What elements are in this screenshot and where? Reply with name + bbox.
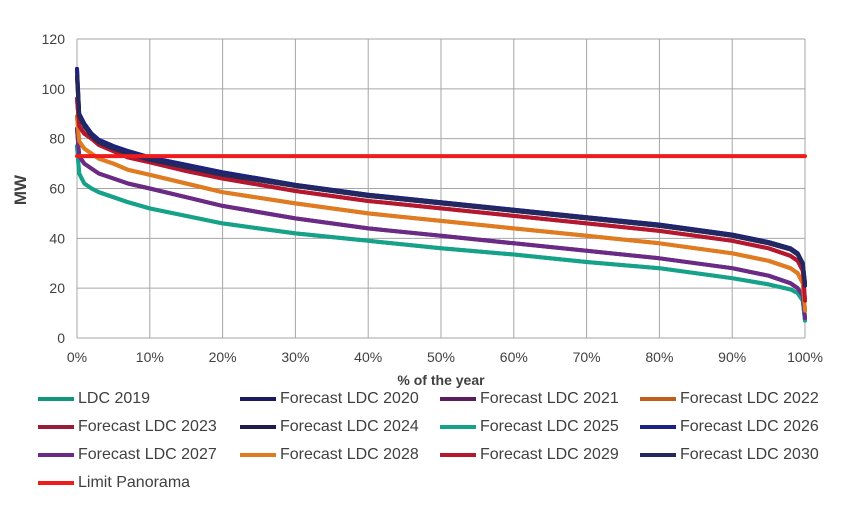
grid-lines	[76, 38, 806, 339]
series-line-forecast-ldc-2027	[75, 126, 807, 321]
y-tick-label: 20	[49, 280, 65, 296]
x-tick-label: 10%	[136, 349, 164, 365]
legend-swatch	[240, 397, 276, 401]
legend-item: Forecast LDC 2020	[240, 390, 419, 408]
series-line-forecast-ldc-2025	[75, 144, 807, 323]
legend-item: Forecast LDC 2028	[240, 446, 419, 464]
legend-swatch	[640, 397, 676, 401]
x-tick-label: 30%	[281, 349, 309, 365]
legend-item: Forecast LDC 2029	[440, 446, 619, 464]
legend-label: Forecast LDC 2021	[480, 390, 619, 407]
legend-label: Forecast LDC 2026	[680, 418, 819, 435]
x-tick-label: 70%	[573, 349, 601, 365]
x-tick-label: 50%	[427, 349, 455, 365]
x-tick-label: 90%	[718, 349, 746, 365]
ldc-chart: 0 20 40 60 80 100 120 0% 10% 20% 30% 40% 50% 60% 70% 8…	[11, 31, 823, 388]
legend-swatch	[640, 425, 676, 429]
legend-swatch	[38, 453, 74, 457]
legend-label: Forecast LDC 2020	[280, 390, 419, 407]
legend-item: Limit Panorama	[38, 474, 190, 492]
x-tick-label: 60%	[500, 349, 528, 365]
legend-label: Forecast LDC 2022	[680, 390, 819, 407]
legend-label: Forecast LDC 2030	[680, 446, 819, 463]
legend-swatch	[38, 481, 74, 485]
legend-swatch	[38, 425, 74, 429]
legend-item: Forecast LDC 2027	[38, 446, 217, 464]
legend-item: LDC 2019	[38, 390, 150, 408]
legend-swatch	[38, 397, 74, 401]
y-tick-label: 0	[57, 330, 65, 346]
legend-swatch	[440, 425, 476, 429]
legend-label: Forecast LDC 2029	[480, 446, 619, 463]
legend-swatch	[440, 397, 476, 401]
legend-label: Forecast LDC 2024	[280, 418, 419, 435]
legend-label: Limit Panorama	[78, 474, 191, 491]
x-tick-label: 0%	[67, 349, 87, 365]
x-tick-label: 20%	[209, 349, 237, 365]
legend-item: Forecast LDC 2022	[640, 390, 819, 408]
legend-item: Forecast LDC 2030	[640, 446, 819, 464]
x-tick-label: 80%	[645, 349, 673, 365]
legend-label: Forecast LDC 2023	[78, 418, 217, 435]
y-tick-label: 40	[49, 230, 65, 246]
legend-swatch	[440, 453, 476, 457]
legend-item: Forecast LDC 2025	[440, 418, 619, 436]
legend-label: Forecast LDC 2028	[280, 446, 419, 463]
legend-label: Forecast LDC 2025	[480, 418, 619, 435]
legend-swatch	[640, 453, 676, 457]
x-axis-title: % of the year	[397, 372, 485, 388]
legend-item: Forecast LDC 2021	[440, 390, 619, 408]
legend-swatch	[240, 453, 276, 457]
y-tick-labels: 0 20 40 60 80 100 120	[42, 31, 66, 346]
legend-label: Forecast LDC 2027	[78, 446, 217, 463]
legend-item: Forecast LDC 2024	[240, 418, 419, 436]
legend-label: LDC 2019	[78, 390, 151, 407]
y-tick-label: 100	[42, 81, 66, 97]
legend-item: Forecast LDC 2023	[38, 418, 217, 436]
y-axis-title: MW	[11, 174, 30, 205]
series-line-forecast-ldc-2030	[75, 74, 807, 288]
legend-swatch	[240, 425, 276, 429]
x-tick-labels: 0% 10% 20% 30% 40% 50% 60% 70% 80% 90% 100%	[67, 349, 823, 365]
x-tick-label: 100%	[787, 349, 823, 365]
legend-item: Forecast LDC 2026	[640, 418, 819, 436]
x-tick-label: 40%	[354, 349, 382, 365]
series-lines	[75, 66, 807, 323]
y-tick-label: 80	[49, 131, 65, 147]
y-tick-label: 60	[49, 181, 65, 197]
y-tick-label: 120	[42, 31, 66, 47]
